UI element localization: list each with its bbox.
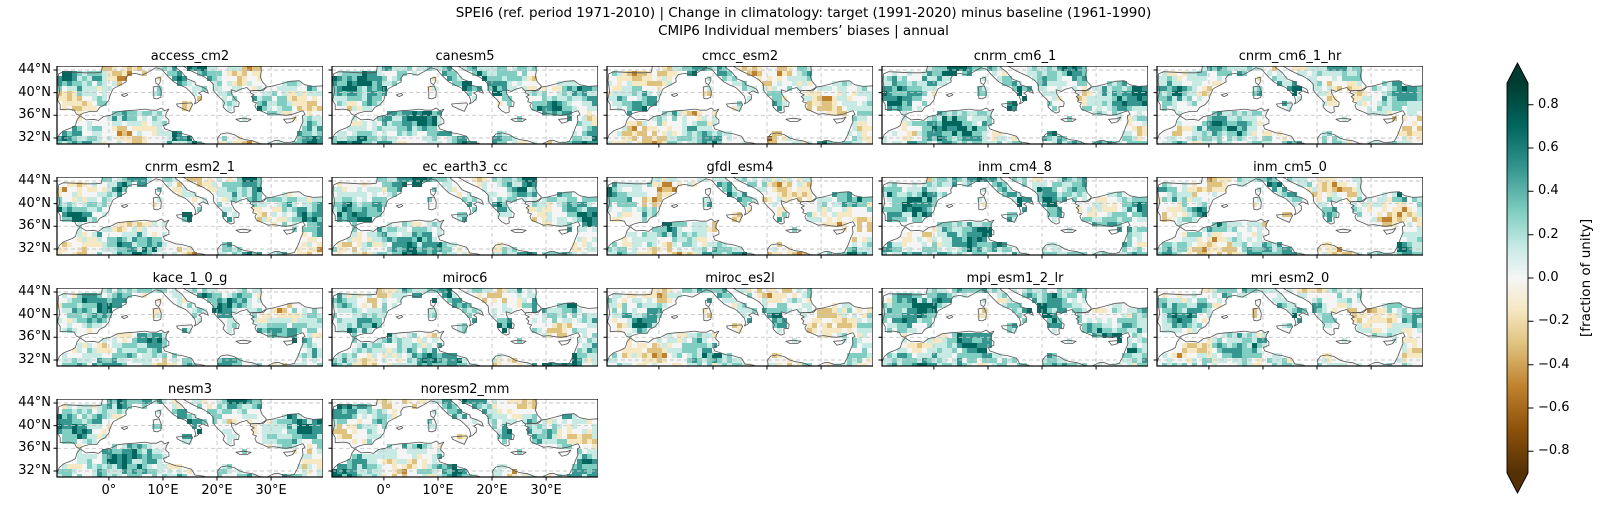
colorbar-tick-label: −0.8: [1538, 443, 1570, 459]
panel-title-miroc6: miroc6: [442, 271, 488, 286]
lat-tick-label: 32°N: [18, 241, 51, 256]
lon-tick-label: 0°: [376, 483, 392, 498]
panel-title-mpi_esm1_2_lr: mpi_esm1_2_lr: [966, 271, 1064, 286]
map-canvas-cnrm_esm2_1: [53, 177, 323, 259]
lat-tick-label: 44°N: [18, 283, 51, 299]
panel-title-mri_esm2_0: mri_esm2_0: [1250, 271, 1330, 286]
lon-tick-label: 10°E: [147, 483, 179, 498]
panel-title-cnrm_cm6_1: cnrm_cm6_1: [973, 49, 1057, 64]
lon-tick-label: 0°: [101, 483, 117, 498]
colorbar-tick-label: 0.8: [1538, 96, 1559, 112]
panel-title-cnrm_esm2_1: cnrm_esm2_1: [144, 160, 236, 175]
map-canvas-access_cm2: [53, 66, 323, 148]
map-canvas-inm_cm4_8: [878, 177, 1148, 259]
lat-tick-label: 36°N: [18, 440, 51, 456]
colorbar-tick-label: 0.0: [1538, 270, 1559, 285]
colorbar-tick-label: 0.6: [1538, 140, 1559, 155]
lon-tick-label: 20°E: [201, 483, 233, 498]
figure-subtitle: CMIP6 Individual members’ biases | annua…: [658, 23, 949, 39]
lat-tick-label: 40°N: [18, 195, 51, 211]
panel-title-miroc_es2l: miroc_es2l: [705, 271, 775, 286]
lat-tick-label: 44°N: [18, 172, 51, 188]
map-canvas-nesm3: [53, 399, 323, 481]
lat-tick-label: 32°N: [18, 130, 51, 145]
map-canvas-mpi_esm1_2_lr: [878, 288, 1148, 370]
lat-tick-label: 32°N: [18, 463, 51, 478]
panel-title-noresm2_mm: noresm2_mm: [420, 382, 510, 397]
panel-title-ec_earth3_cc: ec_earth3_cc: [422, 160, 508, 175]
lat-tick-label: 44°N: [18, 61, 51, 77]
lat-tick-label: 36°N: [18, 329, 51, 345]
panel-title-gfdl_esm4: gfdl_esm4: [706, 160, 774, 175]
lat-tick-label: 36°N: [18, 218, 51, 234]
lat-tick-label: 40°N: [18, 417, 51, 433]
lat-tick-label: 40°N: [18, 84, 51, 100]
panel-title-nesm3: nesm3: [168, 382, 212, 397]
map-canvas-cnrm_cm6_1_hr: [1153, 66, 1423, 148]
panel-title-cnrm_cm6_1_hr: cnrm_cm6_1_hr: [1238, 49, 1342, 64]
lon-tick-label: 10°E: [422, 483, 454, 498]
lat-tick-label: 40°N: [18, 306, 51, 322]
map-canvas-cnrm_cm6_1: [878, 66, 1148, 148]
colorbar-tick-label: −0.6: [1538, 400, 1570, 415]
lat-tick-label: 32°N: [18, 352, 51, 367]
panel-title-access_cm2: access_cm2: [150, 49, 230, 64]
panel-title-cmcc_esm2: cmcc_esm2: [701, 49, 779, 64]
figure-title: SPEI6 (ref. period 1971-2010) | Change i…: [455, 5, 1152, 21]
colorbar-tick-label: 0.2: [1538, 226, 1559, 242]
lat-tick-label: 44°N: [18, 394, 51, 410]
panel-title-inm_cm5_0: inm_cm5_0: [1253, 160, 1327, 175]
colorbar-gradient: [1506, 62, 1534, 494]
panel-title-inm_cm4_8: inm_cm4_8: [978, 160, 1052, 175]
map-canvas-inm_cm5_0: [1153, 177, 1423, 259]
colorbar-axis-label: [fraction of unity]: [1578, 218, 1594, 338]
panel-title-kace_1_0_g: kace_1_0_g: [152, 271, 228, 286]
colorbar-tick-label: −0.2: [1538, 313, 1570, 329]
colorbar-tick-label: −0.4: [1538, 356, 1570, 372]
map-canvas-ec_earth3_cc: [328, 177, 598, 259]
map-canvas-miroc_es2l: [603, 288, 873, 370]
lon-tick-label: 20°E: [476, 483, 508, 498]
lat-tick-label: 36°N: [18, 107, 51, 123]
map-canvas-mri_esm2_0: [1153, 288, 1423, 370]
lon-tick-label: 30°E: [255, 483, 287, 498]
map-canvas-gfdl_esm4: [603, 177, 873, 259]
map-canvas-noresm2_mm: [328, 399, 598, 481]
map-canvas-kace_1_0_g: [53, 288, 323, 370]
map-canvas-canesm5: [328, 66, 598, 148]
lon-tick-label: 30°E: [530, 483, 562, 498]
colorbar-tick-label: 0.4: [1538, 183, 1559, 199]
panel-title-canesm5: canesm5: [435, 49, 495, 64]
map-canvas-miroc6: [328, 288, 598, 370]
map-canvas-cmcc_esm2: [603, 66, 873, 148]
